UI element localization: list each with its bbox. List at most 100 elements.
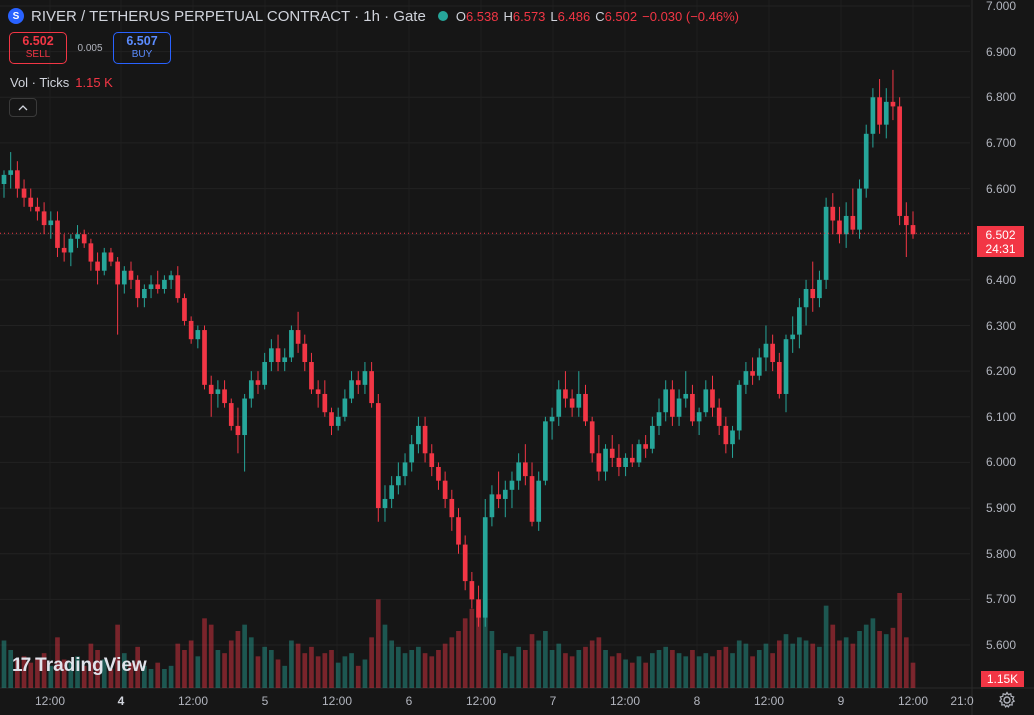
candle-body[interactable] — [743, 371, 749, 385]
candle-body[interactable] — [115, 261, 120, 285]
symbol-logo-icon[interactable]: S — [8, 8, 24, 24]
candle-body[interactable] — [68, 238, 74, 253]
candle-body[interactable] — [41, 211, 47, 226]
candle-body[interactable] — [108, 252, 114, 262]
candle-body[interactable] — [502, 489, 508, 499]
candle-body[interactable] — [188, 320, 194, 340]
candle-body[interactable] — [442, 480, 448, 499]
candle-body[interactable] — [596, 453, 602, 472]
candle-body[interactable] — [162, 279, 167, 289]
candle-body[interactable] — [449, 498, 455, 518]
candle-body[interactable] — [1, 174, 7, 185]
candle-body[interactable] — [335, 416, 341, 426]
candle-body[interactable] — [750, 371, 755, 376]
candle-body[interactable] — [910, 225, 916, 235]
candle-body[interactable] — [496, 494, 501, 499]
candle-body[interactable] — [349, 380, 354, 399]
candle-body[interactable] — [155, 284, 161, 289]
candle-body[interactable] — [295, 330, 301, 344]
candle-body[interactable] — [609, 448, 615, 458]
candle-body[interactable] — [763, 343, 769, 358]
candle-body[interactable] — [516, 462, 521, 481]
candle-body[interactable] — [389, 485, 395, 499]
sell-button[interactable]: 6.502 SELL — [9, 32, 67, 64]
candle-body[interactable] — [883, 101, 889, 125]
candle-body[interactable] — [877, 97, 882, 125]
candle-body[interactable] — [81, 234, 87, 244]
candle-body[interactable] — [208, 384, 214, 394]
candle-body[interactable] — [857, 188, 862, 230]
candle-body[interactable] — [529, 476, 535, 522]
candle-body[interactable] — [462, 544, 468, 582]
candle-body[interactable] — [242, 398, 247, 436]
candle-body[interactable] — [863, 133, 869, 189]
candle-body[interactable] — [897, 106, 902, 216]
candle-body[interactable] — [416, 425, 421, 445]
candle-body[interactable] — [275, 348, 281, 363]
candle-body[interactable] — [683, 393, 689, 399]
gear-icon[interactable] — [998, 691, 1016, 709]
candle-body[interactable] — [723, 425, 729, 445]
candle-body[interactable] — [543, 421, 548, 481]
candle-body[interactable] — [422, 425, 428, 454]
candle-body[interactable] — [870, 97, 876, 134]
candle-body[interactable] — [783, 339, 789, 394]
candle-body[interactable] — [489, 494, 495, 518]
candle-body[interactable] — [850, 215, 856, 230]
candle-body[interactable] — [289, 330, 294, 358]
candle-body[interactable] — [636, 444, 642, 463]
candle-body[interactable] — [843, 215, 849, 235]
candle-body[interactable] — [456, 517, 461, 545]
candle-body[interactable] — [235, 425, 241, 436]
candle-body[interactable] — [255, 380, 261, 385]
candle-body[interactable] — [690, 393, 695, 422]
candle-body[interactable] — [329, 412, 334, 426]
candle-body[interactable] — [563, 389, 568, 399]
candle-body[interactable] — [302, 343, 308, 363]
candle-body[interactable] — [703, 389, 709, 413]
candle-body[interactable] — [55, 220, 60, 248]
candle-body[interactable] — [128, 270, 134, 280]
candle-body[interactable] — [770, 343, 775, 363]
candle-body[interactable] — [436, 466, 441, 481]
candle-body[interactable] — [195, 330, 201, 340]
candle-body[interactable] — [228, 403, 234, 426]
candle-body[interactable] — [342, 398, 348, 417]
candle-body[interactable] — [676, 398, 682, 417]
candle-body[interactable] — [168, 275, 174, 280]
candle-body[interactable] — [269, 348, 274, 363]
candle-body[interactable] — [409, 444, 415, 463]
candle-body[interactable] — [823, 206, 829, 280]
candle-body[interactable] — [61, 247, 67, 253]
candle-body[interactable] — [15, 170, 20, 189]
candle-body[interactable] — [663, 389, 669, 413]
candle-body[interactable] — [890, 101, 896, 107]
buy-button[interactable]: 6.507 BUY — [113, 32, 171, 64]
candle-body[interactable] — [369, 371, 374, 404]
candle-body[interactable] — [583, 393, 588, 422]
candle-body[interactable] — [536, 480, 542, 522]
candle-body[interactable] — [903, 215, 909, 226]
candle-body[interactable] — [355, 380, 361, 385]
candle-body[interactable] — [623, 457, 628, 467]
candle-body[interactable] — [589, 421, 595, 454]
candle-body[interactable] — [429, 453, 435, 467]
candle-body[interactable] — [248, 380, 254, 399]
candle-body[interactable] — [182, 298, 187, 321]
candle-body[interactable] — [549, 416, 555, 422]
candle-body[interactable] — [21, 188, 27, 198]
candle-body[interactable] — [315, 389, 321, 394]
candle-body[interactable] — [797, 307, 802, 335]
candle-body[interactable] — [48, 220, 54, 226]
candle-body[interactable] — [382, 498, 388, 509]
collapse-legend-button[interactable] — [9, 98, 37, 117]
candle-body[interactable] — [8, 170, 14, 175]
candle-body[interactable] — [576, 393, 582, 408]
candle-body[interactable] — [362, 371, 368, 385]
candle-body[interactable] — [469, 581, 475, 600]
candle-body[interactable] — [730, 430, 735, 445]
candle-body[interactable] — [810, 288, 816, 299]
candle-body[interactable] — [656, 412, 662, 426]
candle-body[interactable] — [830, 206, 836, 221]
